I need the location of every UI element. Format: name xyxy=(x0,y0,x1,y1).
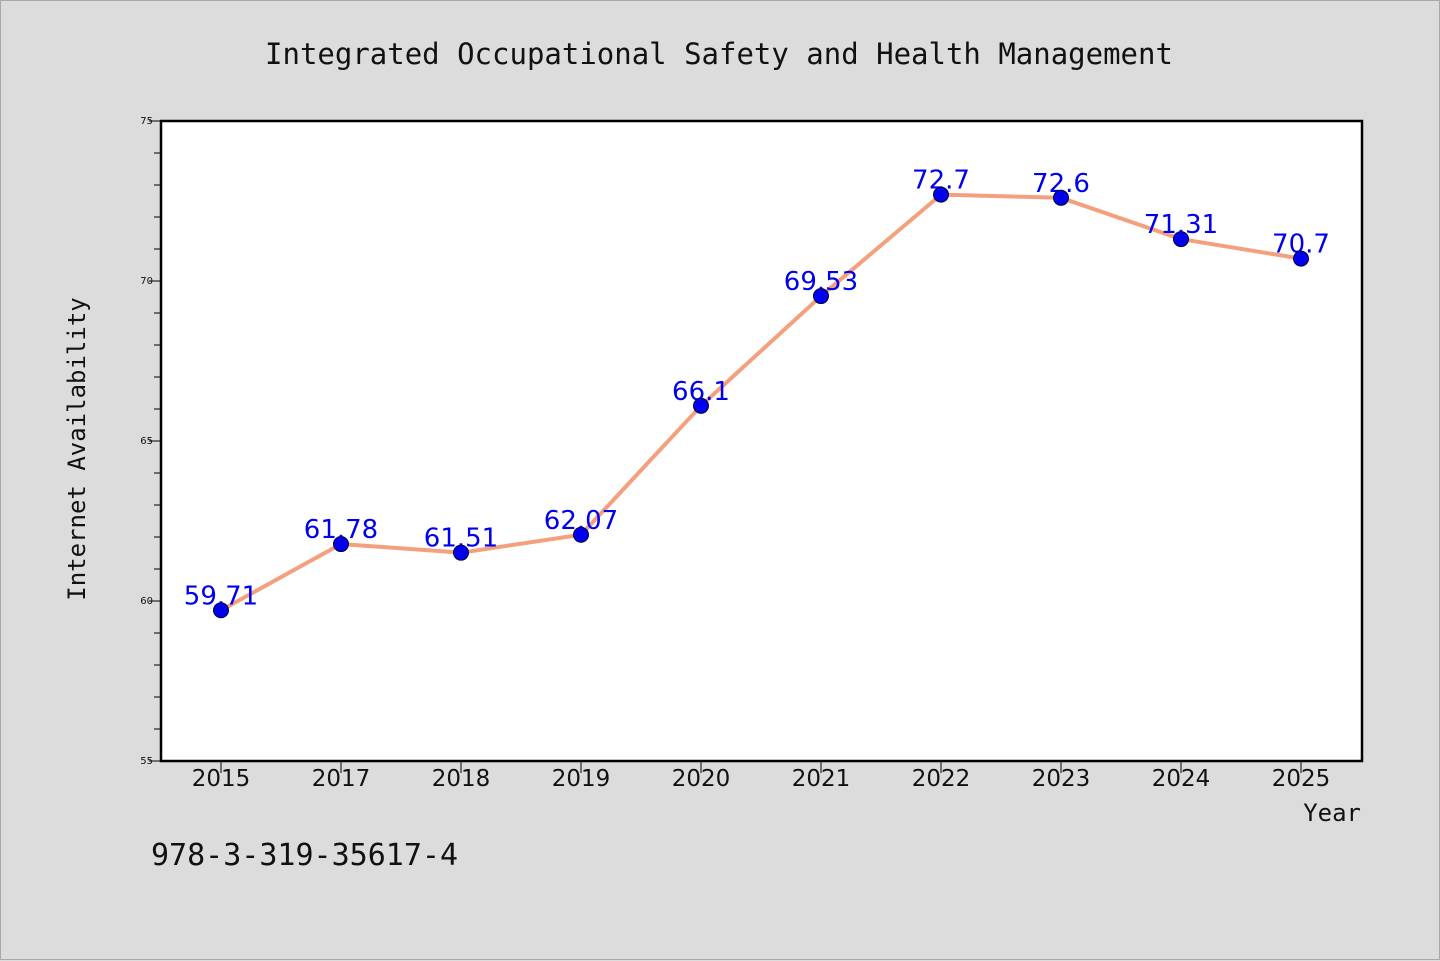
x-axis-label: Year xyxy=(1303,799,1361,827)
x-tick-label: 2015 xyxy=(192,766,251,792)
y-tick-label: 70 xyxy=(140,276,153,287)
y-axis-label: Internet Availability xyxy=(63,297,91,600)
x-tick-label: 2021 xyxy=(792,766,851,792)
x-tick-label: 2018 xyxy=(432,766,491,792)
y-axis-ticks: 55 60 65 70 75 xyxy=(140,116,161,767)
x-tick-label: 2019 xyxy=(552,766,611,792)
x-tick-label: 2024 xyxy=(1152,766,1211,792)
y-tick-label: 60 xyxy=(140,596,153,607)
data-point xyxy=(1053,189,1069,206)
data-point xyxy=(333,536,349,553)
chart-title: Integrated Occupational Safety and Healt… xyxy=(265,37,1173,71)
data-point xyxy=(1293,250,1309,267)
data-point xyxy=(933,186,949,203)
data-point xyxy=(693,397,709,414)
data-point xyxy=(453,544,469,561)
series-line xyxy=(220,192,1302,613)
x-axis-ticks: 2015 2017 2018 2019 2020 2021 2022 2023 2024 2025 xyxy=(192,761,1331,792)
data-point xyxy=(1173,231,1189,248)
isbn-text: 978-3-319-35617-4 xyxy=(151,838,458,873)
x-tick-label: 2022 xyxy=(912,766,971,792)
x-tick-label: 2017 xyxy=(312,766,371,792)
x-tick-label: 2020 xyxy=(672,766,731,792)
data-point xyxy=(213,602,229,619)
plot-area xyxy=(159,119,1364,763)
x-tick-label: 2025 xyxy=(1272,766,1331,792)
data-markers xyxy=(213,186,1309,619)
x-tick-label: 2023 xyxy=(1032,766,1091,792)
y-tick-label: 75 xyxy=(140,116,153,127)
data-point xyxy=(813,288,829,305)
y-tick-label: 55 xyxy=(140,756,153,767)
data-point xyxy=(573,526,589,543)
y-tick-label: 65 xyxy=(140,436,153,447)
